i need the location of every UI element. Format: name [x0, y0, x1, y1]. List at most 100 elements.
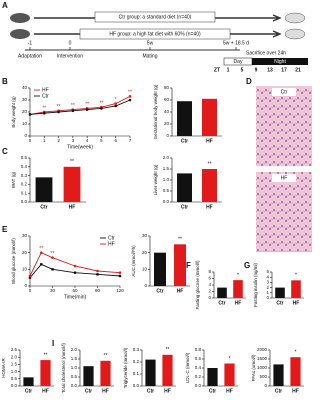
y-tick-label: 30	[22, 97, 28, 102]
line	[29, 99, 131, 115]
x-tick-label: 7	[129, 138, 132, 143]
y-tick-label: 1500	[257, 356, 268, 361]
bar	[40, 360, 51, 386]
x-tick-label: HF	[177, 288, 184, 294]
marker	[100, 107, 103, 110]
y-tick-label: 4	[208, 282, 211, 287]
legend-label: Ctr	[108, 235, 115, 241]
group-label: Ctr group: a standard diet (n=40)	[119, 14, 192, 20]
zt-hour: 13	[267, 67, 273, 73]
marker	[85, 108, 89, 111]
significance: **	[178, 237, 182, 243]
axis	[29, 236, 120, 287]
timeline-time: -1	[28, 40, 33, 46]
marker	[39, 251, 43, 254]
y-axis-label: AUC (mmol/l*h)	[131, 245, 136, 277]
bar	[63, 166, 81, 202]
y-tick-label: 30	[142, 233, 148, 238]
x-tick-label: Ctr	[181, 204, 188, 210]
y-axis-label: Fasting insulin (ng/ml)	[253, 262, 258, 307]
line	[29, 252, 121, 277]
y-axis-label: Body weight (g)	[11, 96, 16, 128]
panel-letter: D	[246, 77, 252, 86]
mouse-icon	[10, 29, 30, 39]
y-tick-label: 1	[266, 290, 269, 295]
y-axis-label: Blood glucose (mmol/l)	[11, 238, 16, 284]
y-tick-label: 2.5	[11, 347, 18, 352]
significance: **	[128, 90, 132, 96]
timeline-label: Mating	[142, 53, 157, 59]
x-tick-label: HF	[206, 138, 213, 144]
y-tick-label: 2.0	[163, 155, 170, 160]
y-tick-label: 0.5	[11, 376, 18, 381]
y-tick-label: 20	[142, 250, 148, 255]
y-tick-label: 30	[22, 233, 28, 238]
y-tick-label: 3	[266, 280, 269, 285]
y-tick-label: 2.0	[71, 347, 78, 352]
y-tick-label: 20	[164, 121, 170, 126]
marker	[73, 271, 77, 274]
y-tick-label: 0.2	[133, 359, 140, 364]
significance: **	[57, 104, 61, 110]
x-tick-label: 6	[114, 138, 117, 143]
y-tick-label: 0.0	[163, 199, 170, 204]
panel-letter: G	[244, 261, 250, 270]
panel-letter: I	[52, 339, 54, 348]
marker	[42, 111, 46, 115]
marker	[114, 102, 117, 105]
x-tick-label: 4	[86, 138, 89, 143]
bar	[162, 354, 173, 386]
bar	[207, 368, 218, 386]
y-tick-label: 2000	[257, 347, 268, 352]
marker	[71, 109, 75, 113]
marker	[51, 256, 54, 259]
timeline-label: Intervention	[57, 53, 83, 59]
y-tick-label: 20	[22, 109, 28, 114]
y-tick-label: 60	[164, 97, 170, 102]
significance: *	[237, 272, 239, 278]
line	[29, 95, 131, 115]
mouse-icon	[10, 13, 30, 23]
panel-letter: E	[2, 225, 8, 234]
y-tick-label: 5	[266, 269, 269, 274]
bar	[202, 98, 217, 136]
y-tick-label: 0.0	[71, 383, 78, 388]
x-tick-label: Ctr	[218, 300, 225, 306]
y-tick-label: 0.0	[21, 199, 28, 204]
y-tick-label: 8	[208, 269, 211, 274]
panel-letter: C	[2, 147, 8, 156]
significance: **	[104, 353, 108, 359]
y-tick-label: 1.5	[71, 356, 78, 361]
bar	[100, 360, 111, 386]
significance: *	[295, 350, 297, 356]
y-tick-label: 20	[22, 250, 28, 255]
marker	[28, 274, 32, 278]
panel-letter: F	[186, 261, 191, 270]
marker	[118, 271, 122, 274]
x-tick-label: HF	[226, 388, 233, 394]
significance: **	[51, 251, 55, 257]
bar	[174, 244, 186, 286]
y-tick-label: 1.0	[11, 369, 18, 374]
y-tick-label: 1.5	[163, 166, 170, 171]
bar	[23, 377, 34, 386]
y-tick-label: 0.2	[195, 374, 202, 379]
significance: **	[70, 159, 74, 165]
marker	[40, 263, 43, 266]
x-tick-label: 3	[72, 138, 75, 143]
y-axis-label: LDL-C (mmol/l)	[185, 352, 190, 383]
y-tick-label: 1.0	[163, 177, 170, 182]
significance: *	[295, 273, 297, 279]
marker	[73, 264, 77, 268]
panel-letter: B	[2, 77, 8, 86]
day-label: Day	[234, 59, 243, 65]
image-label: HF	[281, 175, 288, 181]
bar	[224, 363, 235, 386]
y-tick-label: 10	[22, 267, 28, 272]
y-tick-label: 0.3	[133, 347, 140, 352]
bar	[83, 366, 94, 386]
night-label: Night	[274, 59, 286, 65]
bar	[177, 101, 192, 136]
image-label-box	[272, 174, 296, 182]
y-tick-label: 0.0	[11, 383, 18, 388]
